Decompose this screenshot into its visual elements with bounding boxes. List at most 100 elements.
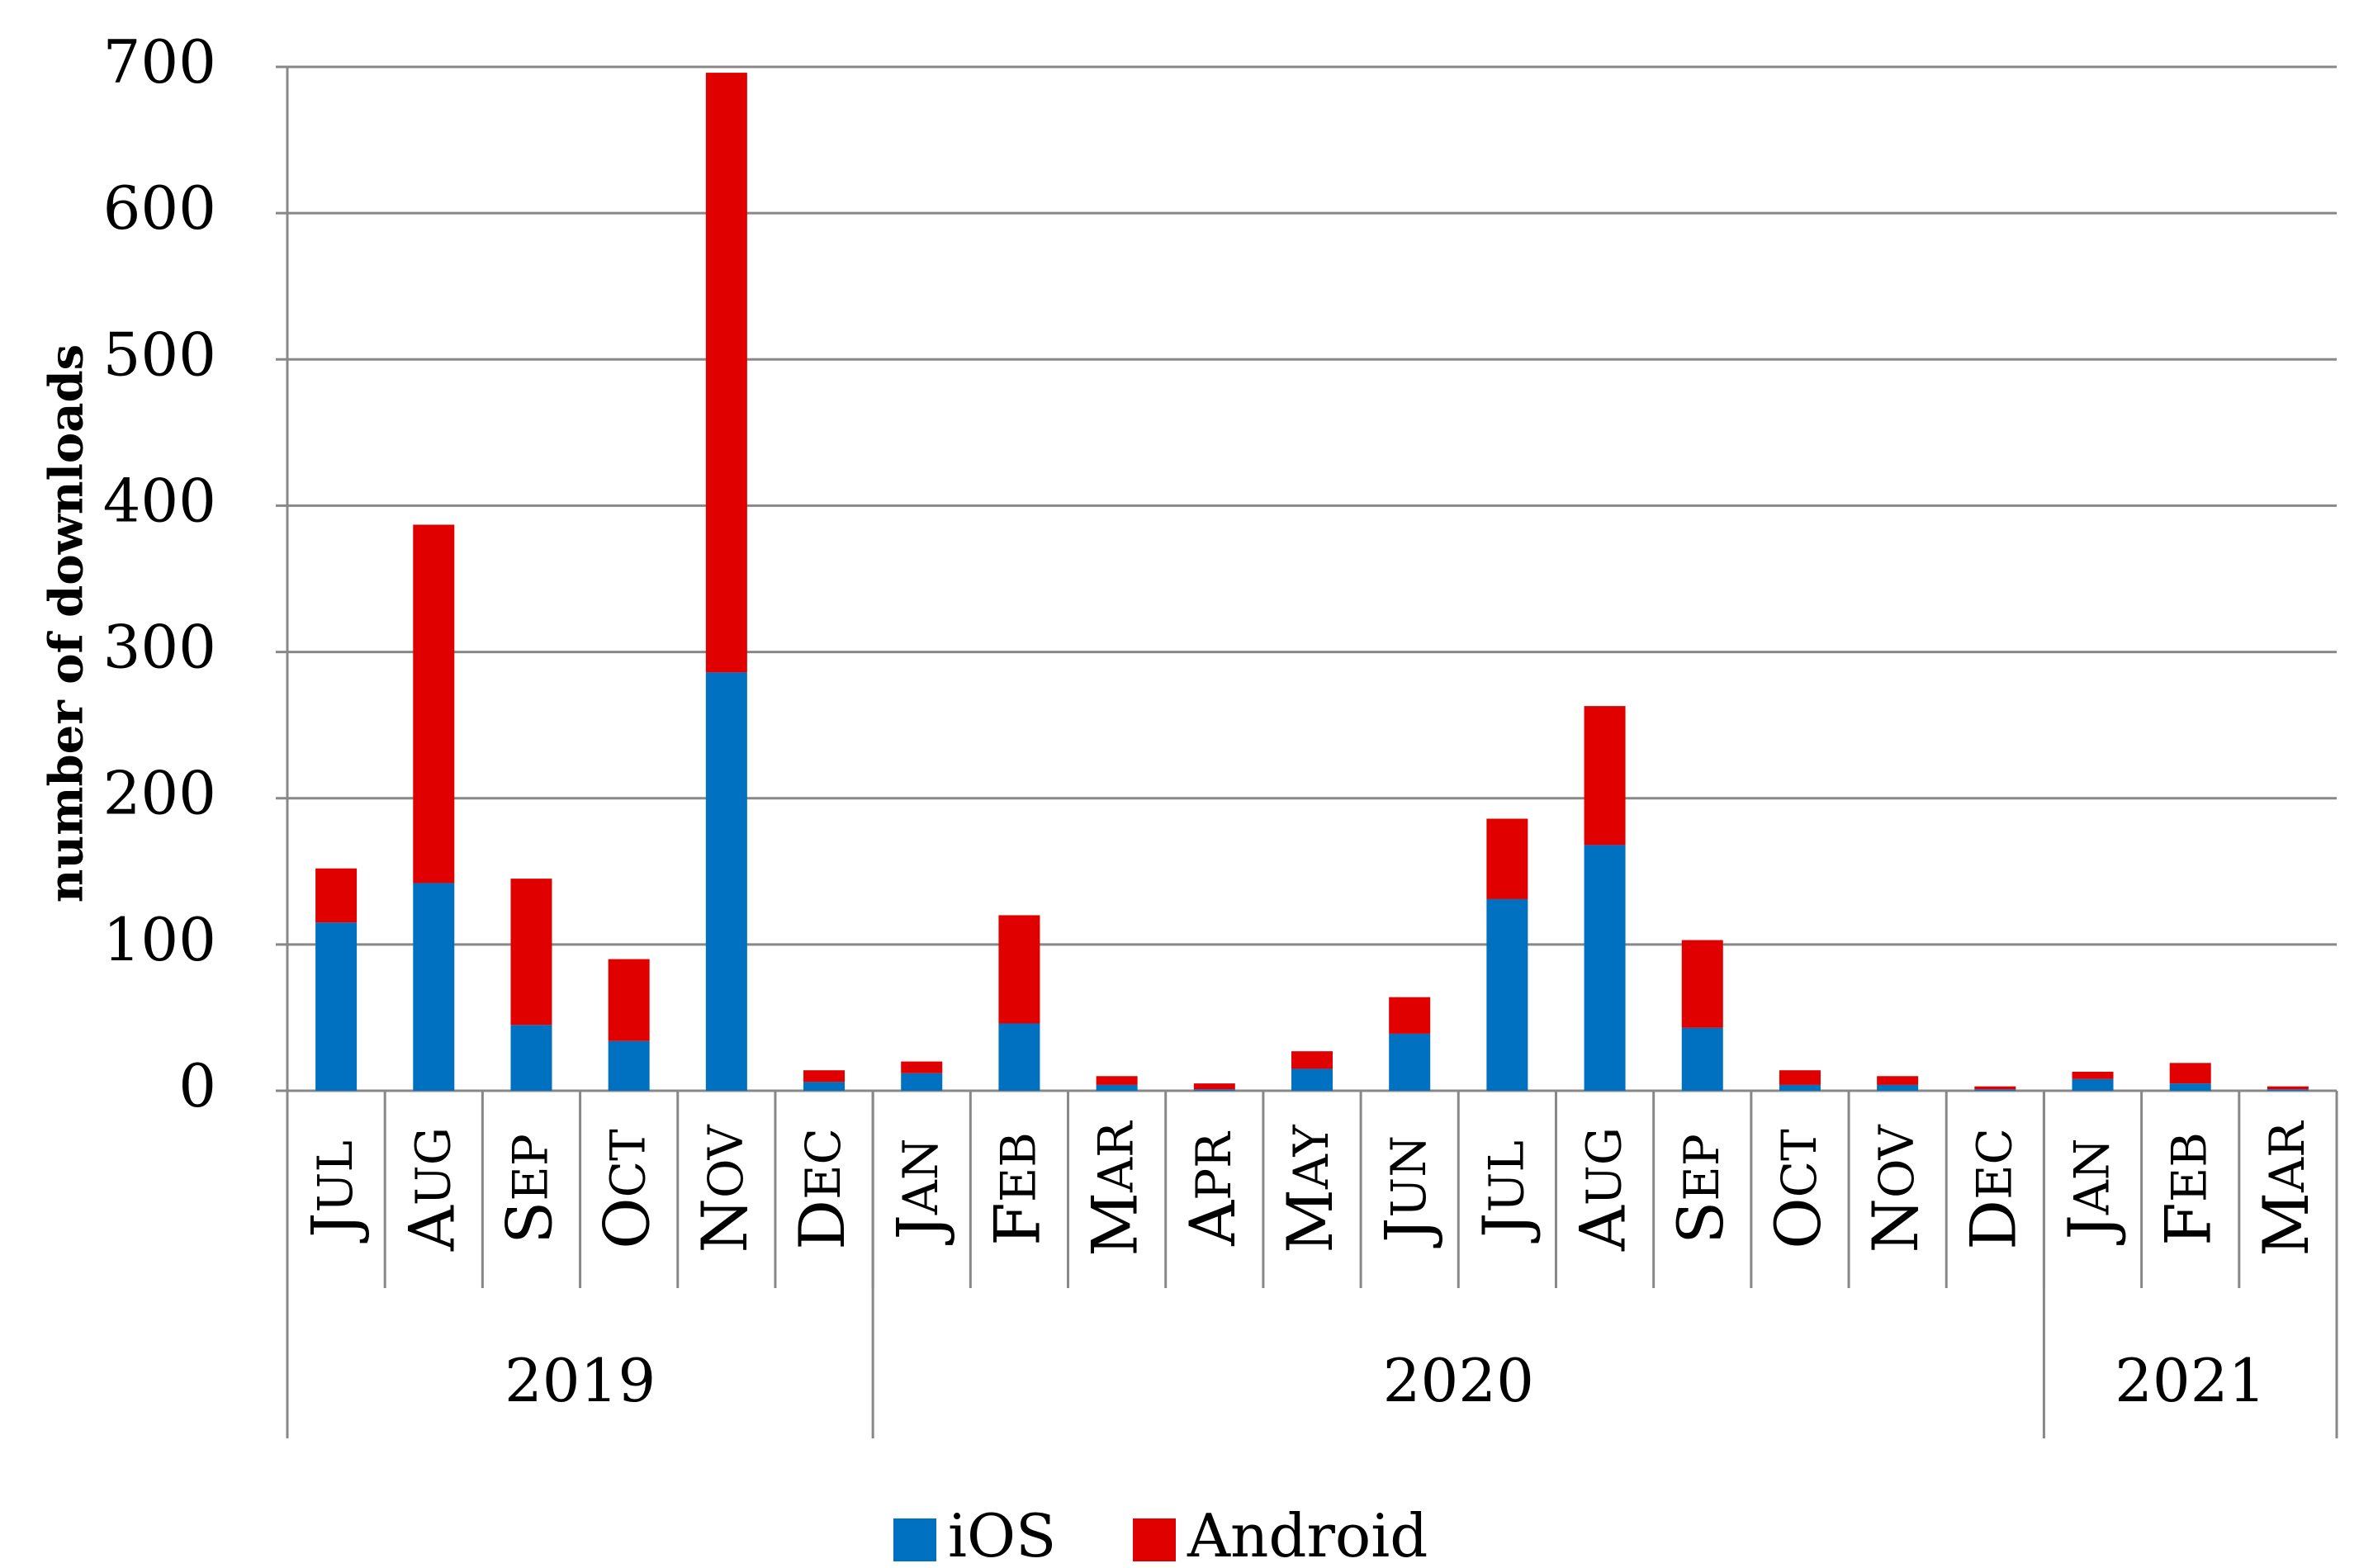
- year-label-2019: 2019: [504, 1346, 656, 1415]
- y-axis: 0 100 200 300 400 500 600 700: [103, 27, 289, 1120]
- bar-ios-3: [608, 1040, 650, 1091]
- month-label-rest-18: AN: [2064, 1138, 2120, 1215]
- month-label-initial-4: N: [688, 1198, 761, 1253]
- bar-ios-2: [510, 1025, 552, 1091]
- month-label-rest-5: EC: [795, 1128, 851, 1200]
- month-label-rest-4: OV: [698, 1124, 754, 1198]
- bar-ios-5: [803, 1082, 846, 1091]
- month-label-initial-7: F: [980, 1202, 1054, 1246]
- bar-ios-19: [2169, 1083, 2211, 1091]
- bar-ios-7: [998, 1023, 1040, 1091]
- bar-ios-15: [1779, 1084, 1821, 1091]
- y-tick-label-700: 700: [103, 27, 216, 97]
- month-label-5: DEC: [785, 1128, 859, 1250]
- month-label-initial-11: J: [1371, 1218, 1444, 1248]
- month-label-initial-10: M: [1273, 1189, 1347, 1253]
- bar-ios-12: [1486, 898, 1528, 1091]
- month-label-initial-15: O: [1761, 1197, 1835, 1248]
- legend: iOS Android: [893, 1501, 1428, 1568]
- month-label-rest-12: UL: [1478, 1140, 1534, 1212]
- y-tick-label-300: 300: [103, 613, 216, 682]
- bar-android-20: [2267, 1086, 2309, 1090]
- month-label-rest-7: EB: [990, 1132, 1046, 1202]
- month-label-rest-10: AY: [1283, 1124, 1339, 1190]
- bar-android-16: [1877, 1076, 1919, 1085]
- gridlines: [276, 65, 2337, 1092]
- bar-android-11: [1389, 997, 1431, 1034]
- legend-label-ios: iOS: [948, 1501, 1056, 1568]
- month-label-18: JAN: [2054, 1138, 2128, 1245]
- month-label-7: FEB: [980, 1132, 1054, 1246]
- y-axis-label: number of downloads: [40, 344, 94, 902]
- month-label-1: AUG: [395, 1127, 468, 1252]
- bars: [315, 73, 2309, 1091]
- month-label-9: APR: [1176, 1130, 1249, 1247]
- month-label-15: OCT: [1761, 1129, 1835, 1249]
- bar-ios-11: [1389, 1033, 1431, 1091]
- month-label-13: AUG: [1566, 1127, 1640, 1252]
- month-label-rest-13: UG: [1576, 1127, 1632, 1206]
- bar-ios-1: [413, 883, 455, 1091]
- month-label-rest-16: OV: [1869, 1124, 1925, 1198]
- month-label-initial-8: M: [1078, 1192, 1152, 1257]
- y-tick-label-600: 600: [103, 173, 216, 243]
- bar-android-3: [608, 959, 650, 1041]
- bar-ios-4: [705, 672, 747, 1091]
- bar-android-15: [1779, 1070, 1821, 1085]
- bar-ios-14: [1681, 1027, 1723, 1091]
- bar-android-18: [2072, 1071, 2114, 1079]
- month-label-rest-14: EP: [1674, 1134, 1730, 1201]
- bar-ios-8: [1096, 1084, 1138, 1091]
- month-label-initial-17: D: [1956, 1200, 2030, 1250]
- bar-ios-18: [2072, 1078, 2114, 1091]
- bar-android-14: [1681, 940, 1723, 1028]
- month-label-initial-1: A: [395, 1205, 468, 1252]
- month-label-initial-19: F: [2152, 1202, 2225, 1246]
- bar-android-9: [1193, 1083, 1235, 1090]
- month-label-initial-20: M: [2249, 1192, 2323, 1257]
- bar-ios-17: [1974, 1089, 2016, 1091]
- bar-android-13: [1584, 706, 1626, 846]
- month-label-initial-0: J: [297, 1212, 371, 1243]
- bar-android-0: [315, 868, 358, 923]
- month-label-rest-20: AR: [2259, 1120, 2315, 1193]
- month-label-4: NOV: [688, 1124, 761, 1253]
- month-label-initial-6: J: [883, 1215, 956, 1245]
- month-label-rest-0: UL: [307, 1140, 363, 1212]
- month-label-8: MAR: [1078, 1120, 1152, 1257]
- month-label-initial-16: N: [1859, 1198, 1932, 1253]
- month-label-rest-15: CT: [1771, 1129, 1827, 1197]
- legend-label-android: Android: [1187, 1501, 1428, 1568]
- legend-swatch-ios: [893, 1518, 936, 1561]
- bar-ios-16: [1877, 1084, 1919, 1091]
- bar-ios-13: [1584, 845, 1626, 1091]
- month-label-11: JUN: [1371, 1135, 1444, 1248]
- month-label-0: JUL: [297, 1140, 371, 1244]
- bar-ios-9: [1193, 1089, 1235, 1091]
- bar-android-4: [705, 73, 747, 673]
- bar-ios-10: [1291, 1068, 1333, 1091]
- bar-android-19: [2169, 1063, 2211, 1084]
- bar-ios-6: [901, 1073, 943, 1091]
- month-label-rest-9: PR: [1186, 1130, 1242, 1201]
- bar-android-7: [998, 915, 1040, 1024]
- y-tick-label-500: 500: [103, 320, 216, 389]
- bar-ios-20: [2267, 1089, 2309, 1091]
- month-label-initial-18: J: [2054, 1215, 2128, 1245]
- month-label-17: DEC: [1956, 1128, 2030, 1250]
- bar-android-6: [901, 1061, 943, 1073]
- month-label-initial-2: S: [492, 1201, 566, 1244]
- legend-swatch-android: [1133, 1518, 1176, 1561]
- month-label-6: JAN: [883, 1138, 956, 1245]
- month-label-12: JUL: [1468, 1140, 1542, 1244]
- bar-android-12: [1486, 818, 1528, 899]
- y-tick-label-0: 0: [178, 1051, 216, 1120]
- month-label-10: MAY: [1273, 1124, 1347, 1253]
- month-label-rest-8: AR: [1088, 1120, 1144, 1193]
- month-label-rest-6: AN: [893, 1138, 949, 1215]
- y-tick-label-100: 100: [103, 905, 216, 974]
- month-label-3: OCT: [590, 1129, 664, 1249]
- bar-ios-0: [315, 922, 358, 1091]
- month-label-14: SEP: [1664, 1134, 1737, 1244]
